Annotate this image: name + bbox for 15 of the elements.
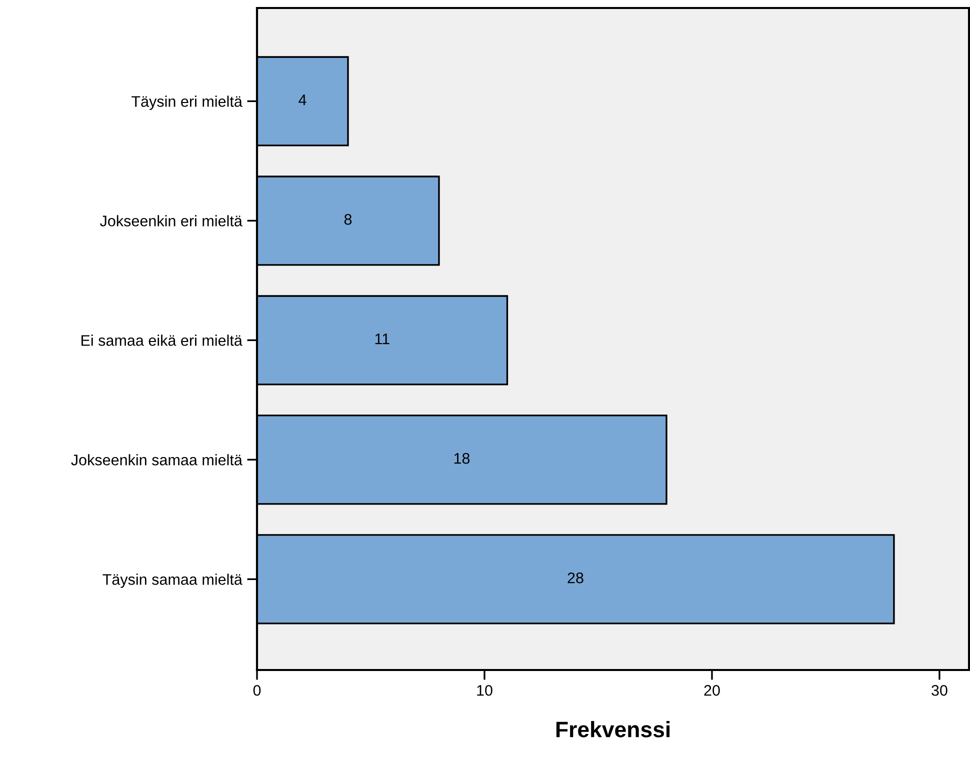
x-tick-label: 0 [253, 684, 261, 696]
data-label: 18 [454, 452, 470, 464]
y-tick-label: Täysin samaa mieltä [102, 574, 242, 588]
y-tick-label: Jokseenkin samaa mieltä [71, 454, 242, 466]
data-label: 28 [568, 572, 584, 584]
x-axis-title: Frekvenssi [556, 721, 670, 738]
y-tick-label: Täysin eri mieltä [132, 96, 242, 110]
data-label: 8 [344, 214, 352, 225]
x-tick-label: 20 [704, 684, 720, 696]
x-tick-label: 10 [477, 684, 492, 696]
y-tick-label: Ei samaa eikä eri mieltä [82, 334, 242, 346]
y-tick-label: Jokseenkin eri mieltä [100, 215, 242, 226]
x-tick-label: 30 [932, 684, 948, 696]
data-label: 4 [298, 94, 306, 106]
data-label: 11 [375, 334, 390, 344]
